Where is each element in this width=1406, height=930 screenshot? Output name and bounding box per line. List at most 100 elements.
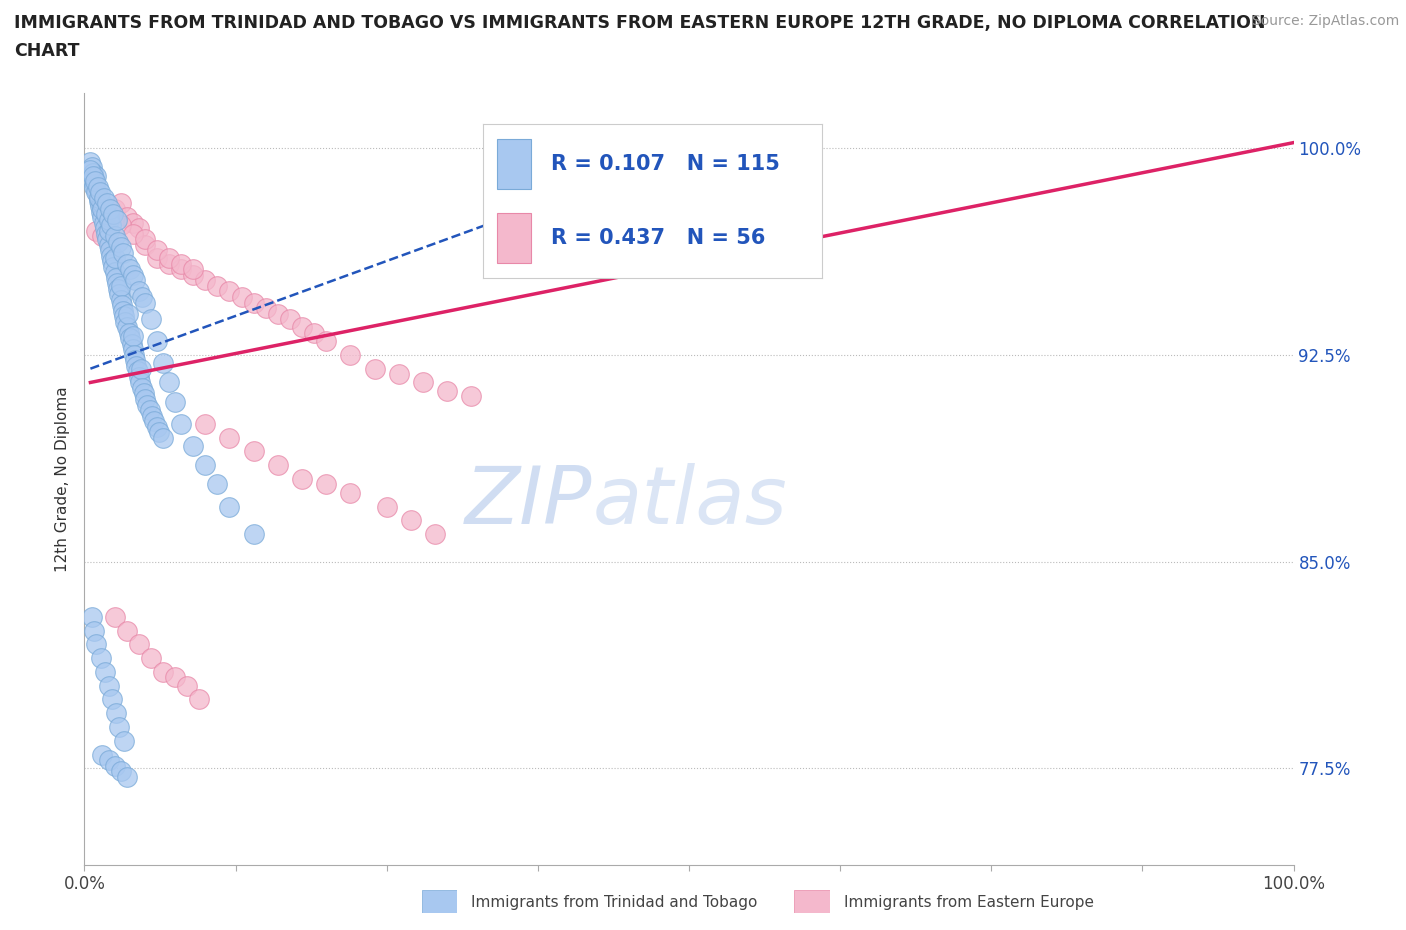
Point [194, 417, 217, 432]
Point [104, 229, 127, 244]
Text: Source: ZipAtlas.com: Source: ZipAtlas.com [1251, 14, 1399, 28]
Point [134, 232, 156, 246]
Point [146, 334, 169, 349]
Point [146, 243, 169, 258]
Point [194, 458, 217, 472]
Point [89, 199, 111, 214]
Point [242, 444, 264, 458]
Point [98, 243, 121, 258]
Point [97, 212, 120, 227]
Point [79, 163, 101, 178]
Point [121, 268, 143, 283]
Point [121, 342, 143, 357]
Point [97, 234, 120, 249]
Point [107, 281, 129, 296]
Point [110, 218, 132, 232]
Point [82, 168, 104, 183]
Point [139, 651, 162, 666]
Point [104, 758, 127, 773]
Point [363, 361, 385, 376]
Point [165, 394, 187, 409]
Point [115, 209, 138, 224]
Point [84, 177, 107, 192]
Point [188, 692, 211, 707]
Point [375, 499, 398, 514]
Point [100, 248, 122, 263]
Point [112, 303, 135, 318]
Point [96, 232, 118, 246]
Point [134, 237, 156, 252]
Point [181, 262, 204, 277]
Point [112, 246, 135, 260]
Point [104, 609, 127, 624]
Text: IMMIGRANTS FROM TRINIDAD AND TOBAGO VS IMMIGRANTS FROM EASTERN EUROPE 12TH GRADE: IMMIGRANTS FROM TRINIDAD AND TOBAGO VS I… [14, 14, 1265, 32]
Point [242, 526, 264, 541]
Point [388, 366, 411, 381]
Point [94, 220, 117, 235]
Point [120, 331, 142, 346]
Point [141, 408, 163, 423]
Point [80, 160, 103, 175]
Point [110, 292, 132, 307]
Point [94, 206, 117, 221]
Point [120, 262, 142, 277]
Point [97, 209, 120, 224]
Point [90, 204, 112, 219]
Point [134, 295, 156, 310]
Point [97, 752, 120, 767]
Point [124, 273, 146, 288]
Point [87, 193, 110, 208]
Point [86, 637, 108, 652]
Point [157, 251, 180, 266]
Point [121, 226, 143, 241]
Point [117, 306, 139, 321]
Point [129, 361, 152, 376]
Point [93, 191, 115, 206]
Point [104, 706, 127, 721]
Point [115, 257, 138, 272]
Point [86, 168, 108, 183]
Point [96, 196, 118, 211]
Point [121, 215, 143, 230]
Point [131, 380, 153, 395]
Point [291, 320, 314, 335]
Point [152, 431, 174, 445]
Point [218, 499, 240, 514]
Point [91, 196, 114, 211]
Point [97, 678, 120, 693]
Point [231, 289, 253, 304]
Point [128, 284, 150, 299]
Point [104, 271, 127, 286]
Point [148, 425, 170, 440]
Point [138, 403, 160, 418]
Point [128, 369, 150, 384]
Point [86, 182, 108, 197]
Point [128, 637, 150, 652]
Point [91, 209, 114, 224]
Point [82, 174, 104, 189]
Point [460, 389, 482, 404]
Point [194, 273, 217, 288]
Point [242, 295, 264, 310]
Point [152, 356, 174, 371]
Point [105, 276, 128, 291]
Point [267, 458, 290, 472]
Point [139, 312, 162, 326]
Point [101, 254, 124, 269]
Point [121, 337, 143, 352]
Point [423, 526, 446, 541]
Point [207, 477, 229, 492]
Point [122, 348, 145, 363]
Point [83, 171, 105, 186]
Text: ZIP: ZIP [465, 463, 592, 541]
Point [93, 215, 115, 230]
Point [218, 284, 240, 299]
Point [170, 262, 193, 277]
Point [110, 764, 132, 778]
Point [170, 257, 193, 272]
Point [111, 298, 134, 312]
Point [84, 174, 107, 189]
Point [115, 320, 138, 335]
Point [83, 179, 105, 194]
Point [108, 720, 131, 735]
